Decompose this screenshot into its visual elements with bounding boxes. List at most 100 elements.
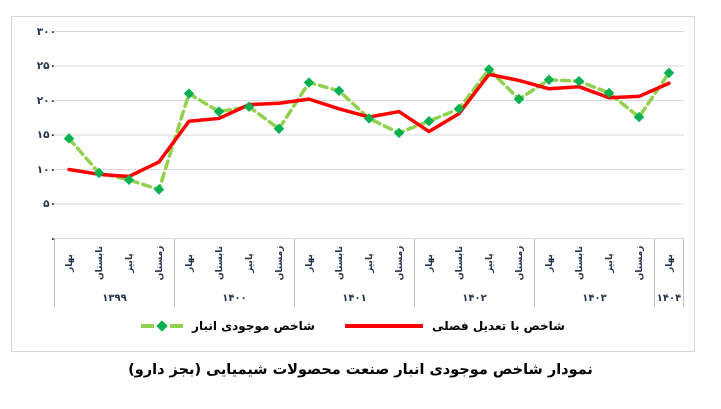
data-point-marker (603, 87, 615, 99)
year-tick-label: ۱۴۰۱ (342, 293, 367, 304)
legend-label-inventory-index: شاخص موجودی انبار (192, 319, 315, 333)
data-point-marker (63, 133, 75, 144)
season-cell: تابستان (205, 239, 235, 287)
year-tick-label: ۱۴۰۴ (656, 293, 682, 304)
season-tick-label: تابستان (575, 245, 585, 281)
season-cell: زمستان (265, 239, 295, 287)
data-point-marker (453, 103, 465, 114)
season-cell: بهار (535, 239, 565, 287)
x-axis-table: بهار تابستان پاییز زمستان ۱۳۹۹ بهار تابستان پای… (54, 239, 684, 307)
data-point-marker (273, 123, 285, 134)
legend-item-seasonal-adjusted: شاخص با تعدیل فصلی (344, 319, 565, 333)
season-row: بهار تابستان پاییز زمستان (295, 239, 415, 287)
season-cell: بهار (415, 239, 445, 287)
season-tick-label: بهار (185, 254, 195, 272)
season-cell: پاییز (355, 239, 385, 287)
data-point-marker (423, 116, 435, 127)
y-tick-label: ۱۵۰ (36, 129, 56, 141)
season-tick-label: بهار (425, 254, 435, 272)
season-tick-label: پاییز (245, 253, 255, 273)
season-cell: تابستان (565, 239, 595, 287)
season-tick-label: زمستان (515, 245, 525, 281)
data-point-marker (543, 74, 555, 85)
data-point-marker (153, 184, 165, 195)
season-tick-label: تابستان (95, 245, 105, 281)
season-tick-label: زمستان (155, 245, 165, 281)
data-point-marker (633, 111, 645, 123)
season-tick-label: پاییز (485, 253, 495, 273)
red-solid-line-sample (344, 324, 423, 328)
season-tick-label: زمستان (275, 245, 285, 281)
y-tick-label: ۳۰۰ (36, 25, 56, 38)
season-cell: زمستان (385, 239, 415, 287)
data-point-marker (333, 85, 345, 97)
season-row: بهار (655, 239, 685, 287)
season-cell: بهار (655, 239, 685, 287)
green-dashed-line-sample (141, 320, 184, 332)
chart-caption: نمودار شاخص موجودی انبار صنعت محصولات شی… (128, 362, 593, 378)
season-row: بهار تابستان پاییز زمستان (175, 239, 295, 287)
data-point-marker (363, 113, 375, 124)
season-cell: زمستان (625, 239, 655, 287)
year-tick-label: ۱۳۹۹ (102, 293, 127, 304)
season-tick-label: بهار (665, 254, 675, 272)
y-tick-label: ۵۰ (43, 198, 56, 210)
chart-svg (54, 31, 684, 239)
season-cell: بهار (55, 239, 85, 287)
data-point-marker (393, 127, 405, 139)
year-group-cell: بهار تابستان پاییز زمستان ۱۴۰۲ (414, 239, 534, 307)
year-group-cell: بهار تابستان پاییز زمستان ۱۴۰۰ (174, 239, 294, 307)
season-cell: پاییز (475, 239, 505, 287)
year-group-cell: بهار تابستان پاییز زمستان ۱۴۰۱ (294, 239, 414, 307)
data-point-marker (213, 106, 225, 117)
season-tick-label: پاییز (365, 253, 375, 273)
year-tick-label: ۱۴۰۰ (222, 293, 247, 304)
y-tick-label: ۰ (49, 232, 56, 245)
legend-item-inventory-index: شاخص موجودی انبار (141, 319, 315, 333)
year-group-cell: بهار تابستان پاییز زمستان ۱۴۰۳ (534, 239, 654, 307)
season-cell: پاییز (595, 239, 625, 287)
figure-box: ۳۰۰ ۲۵۰ ۲۰۰ ۱۵۰ ۱۰۰ ۵۰ ۰ بهار تابستان پاییز زمستا… (11, 16, 695, 352)
season-cell: زمستان (145, 239, 175, 287)
data-point-marker (93, 167, 105, 179)
season-tick-label: زمستان (635, 245, 645, 281)
season-cell: پاییز (115, 239, 145, 287)
season-tick-label: پاییز (125, 253, 135, 273)
y-tick-label: ۲۰۰ (36, 94, 56, 107)
season-cell: پاییز (235, 239, 265, 287)
season-cell: تابستان (325, 239, 355, 287)
y-tick-label: ۱۰۰ (36, 163, 56, 176)
season-tick-label: تابستان (215, 245, 225, 281)
year-group-cell: بهار تابستان پاییز زمستان ۱۳۹۹ (54, 239, 174, 307)
season-tick-label: پاییز (605, 253, 615, 273)
year-group-cell: بهار ۱۴۰۴ (654, 239, 684, 307)
season-cell: بهار (175, 239, 205, 287)
data-point-marker (513, 93, 525, 105)
data-point-marker (183, 88, 195, 99)
data-point-marker (663, 67, 675, 79)
season-tick-label: بهار (65, 254, 75, 272)
green-dash-icon (170, 324, 184, 328)
season-cell: تابستان (445, 239, 475, 287)
season-cell: تابستان (85, 239, 115, 287)
season-tick-label: بهار (305, 254, 315, 272)
data-point-marker (303, 77, 315, 88)
green-dash-icon (141, 324, 155, 328)
season-tick-label: بهار (545, 254, 555, 272)
season-tick-label: تابستان (335, 245, 345, 281)
legend-label-seasonal-adjusted: شاخص با تعدیل فصلی (431, 319, 565, 333)
seasonal-adjusted-line (67, 72, 671, 179)
data-point-marker (573, 75, 585, 87)
chart-legend: شاخص با تعدیل فصلی شاخص موجودی انبار (12, 319, 694, 333)
season-row: بهار تابستان پاییز زمستان (535, 239, 655, 287)
y-tick-label: ۲۵۰ (36, 60, 56, 72)
data-point-marker (243, 101, 255, 112)
season-row: بهار تابستان پاییز زمستان (415, 239, 535, 287)
season-cell: بهار (295, 239, 325, 287)
green-diamond-icon (156, 320, 168, 332)
season-tick-label: زمستان (395, 245, 405, 281)
year-tick-label: ۱۴۰۲ (462, 293, 487, 304)
season-row: بهار تابستان پاییز زمستان (55, 239, 175, 287)
season-tick-label: تابستان (455, 245, 465, 281)
